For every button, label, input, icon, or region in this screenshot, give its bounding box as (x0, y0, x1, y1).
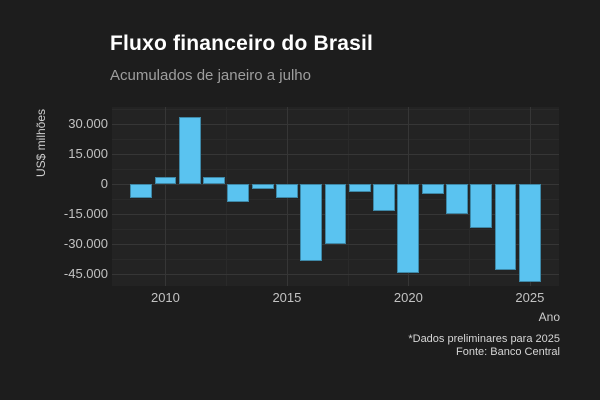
x-minor-gridline (469, 107, 471, 286)
caption-source: Fonte: Banco Central (456, 345, 560, 358)
x-tick-label: 2025 (515, 290, 545, 305)
chart-subtitle: Acumulados de janeiro a julho (110, 67, 311, 84)
bar-2009 (130, 184, 153, 198)
y-major-gridline (112, 154, 559, 155)
bar-2020 (397, 184, 420, 274)
x-minor-gridline (347, 107, 349, 286)
bar-2015 (275, 184, 298, 199)
x-tick-label: 2015 (272, 290, 302, 305)
bar-2011 (178, 116, 201, 184)
bar-2023 (470, 184, 493, 229)
x-major-gridline (165, 107, 167, 286)
x-minor-gridline (226, 107, 228, 286)
plot-panel (112, 107, 559, 286)
y-minor-gridline (112, 109, 559, 110)
caption: *Dados preliminares para 2025 Fonte: Ban… (408, 333, 560, 358)
bar-2018 (348, 184, 371, 193)
y-major-gridline (112, 274, 559, 275)
y-tick-label: -45.000 (63, 266, 108, 281)
bar-2010 (154, 176, 177, 184)
bar-2025 (518, 184, 541, 282)
y-tick-label: 30.000 (68, 116, 108, 131)
x-axis-title: Ano (538, 310, 560, 324)
x-tick-label: 2010 (150, 290, 180, 305)
y-minor-gridline (112, 259, 559, 260)
bar-2013 (227, 184, 250, 202)
bar-2022 (446, 184, 468, 214)
chart-title: Fluxo financeiro do Brasil (110, 32, 374, 55)
y-tick-label: 0 (100, 176, 108, 191)
bar-2017 (324, 184, 347, 245)
y-minor-gridline (112, 139, 559, 140)
bar-2021 (421, 184, 444, 194)
bar-2014 (251, 184, 274, 190)
x-tick-label: 2020 (393, 290, 423, 305)
y-major-gridline (112, 244, 559, 245)
y-tick-label: -15.000 (63, 206, 108, 221)
caption-preliminary-note: *Dados preliminares para 2025 (408, 333, 560, 345)
bar-2012 (203, 177, 225, 184)
bar-2024 (494, 184, 517, 270)
y-tick-label: -30.000 (63, 236, 108, 251)
y-minor-gridline (112, 169, 559, 170)
bar-2016 (300, 184, 323, 262)
bar-2019 (373, 184, 395, 212)
y-tick-label: 15.000 (68, 146, 108, 161)
y-major-gridline (112, 124, 559, 125)
